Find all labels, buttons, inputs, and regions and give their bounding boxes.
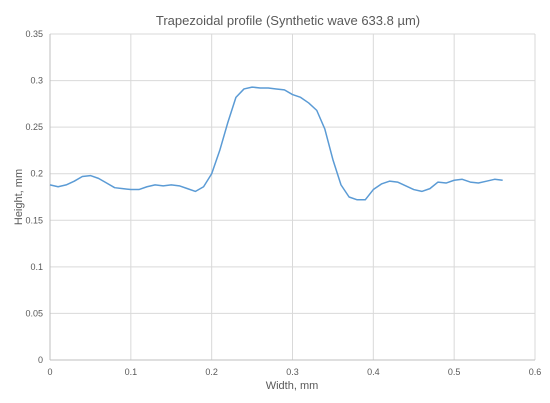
y-tick-labels: 0 0.05 0.1 0.15 0.2 0.25 0.3 0.35	[25, 29, 43, 365]
axes	[49, 34, 535, 361]
y-tick-label: 0.2	[30, 169, 43, 179]
x-tick-labels: 0 0.1 0.2 0.3 0.4 0.5 0.6	[47, 367, 541, 377]
gridlines	[50, 33, 536, 360]
y-tick-label: 0.35	[25, 29, 43, 39]
x-tick-label: 0.4	[367, 367, 380, 377]
x-tick-label: 0.6	[529, 367, 542, 377]
x-tick-label: 0.2	[205, 367, 218, 377]
y-tick-label: 0.25	[25, 122, 43, 132]
y-axis-label: Height, mm	[13, 169, 25, 225]
chart-title: Trapezoidal profile (Synthetic wave 633.…	[156, 13, 420, 28]
x-axis-label: Width, mm	[266, 380, 319, 392]
y-tick-label: 0.05	[25, 308, 43, 318]
x-tick-label: 0.3	[286, 367, 299, 377]
series-line	[49, 86, 503, 201]
series-layer	[49, 86, 503, 201]
y-tick-label: 0	[38, 355, 43, 365]
x-tick-label: 0.1	[125, 367, 138, 377]
y-tick-label: 0.3	[30, 76, 43, 86]
x-tick-label: 0.5	[448, 367, 461, 377]
y-tick-label: 0.15	[25, 215, 43, 225]
y-tick-label: 0.1	[30, 262, 43, 272]
x-tick-label: 0	[47, 367, 52, 377]
